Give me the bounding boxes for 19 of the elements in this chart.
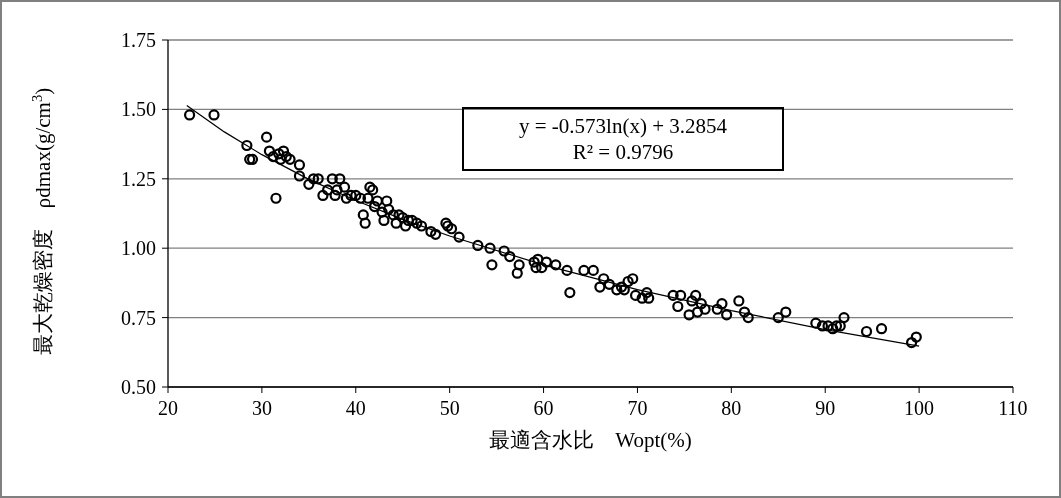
y-tick-label: 0.75	[121, 306, 156, 329]
x-tick-label: 50	[439, 397, 460, 419]
x-tick-label: 30	[251, 397, 272, 419]
y-tick-label: 1.00	[121, 237, 156, 260]
x-axis-title: 最適含水比 Wopt(%)	[489, 428, 692, 452]
x-tick-label: 80	[721, 397, 742, 419]
x-tick-label: 110	[998, 397, 1028, 419]
x-tick-label: 40	[345, 397, 366, 419]
x-tick-label: 60	[533, 397, 554, 419]
x-tick-label: 90	[815, 397, 836, 419]
annotation: y = -0.573ln(x) + 3.2854	[518, 114, 728, 138]
x-tick-label: 70	[627, 397, 648, 419]
y-tick-label: 1.25	[121, 167, 156, 190]
y-tick-label: 0.50	[121, 376, 156, 398]
x-tick-label: 20	[158, 397, 178, 419]
y-tick-label: 1.50	[121, 98, 156, 121]
y-tick-label: 1.75	[121, 29, 156, 51]
x-tick-label: 100	[904, 397, 935, 419]
annotation: R² = 0.9796	[572, 140, 674, 164]
